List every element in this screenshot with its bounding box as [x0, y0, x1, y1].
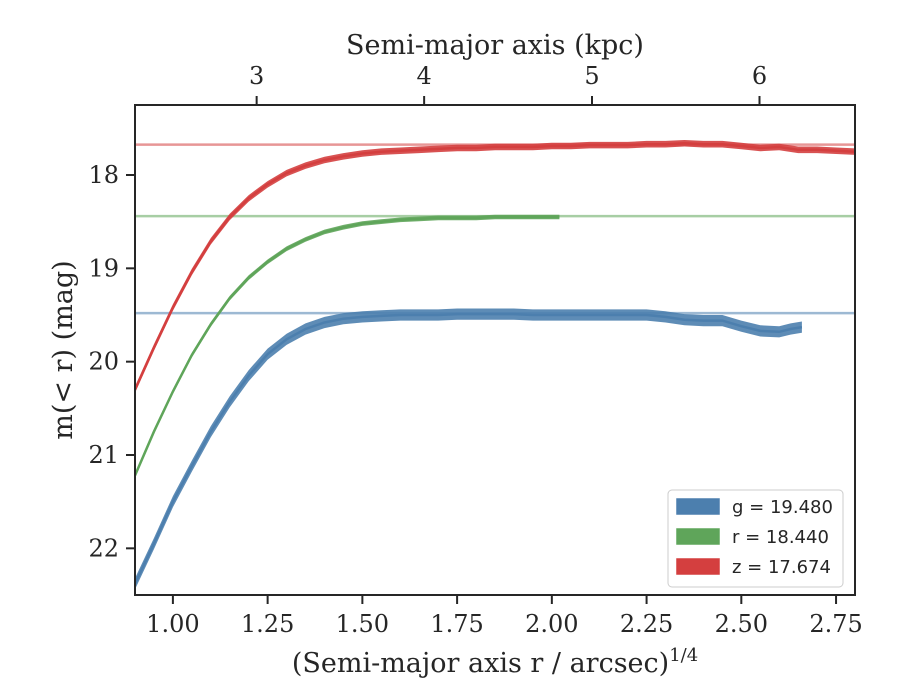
- series-g-line: [135, 312, 803, 585]
- x-tick-label: 2.50: [715, 610, 768, 638]
- x-tick-label: 2.25: [620, 610, 673, 638]
- legend-swatch-r: [676, 528, 720, 545]
- series-r: [135, 214, 855, 478]
- y-tick-label: 21: [88, 441, 119, 469]
- legend: g = 19.480 r = 18.440 z = 17.674: [667, 489, 844, 588]
- series-z-line: [135, 142, 855, 391]
- y-tick-label: 19: [88, 254, 119, 282]
- x-tick-label: 1.25: [241, 610, 294, 638]
- y-tick-label: 22: [88, 534, 119, 562]
- top-tick-label: 5: [584, 62, 599, 90]
- x-tick-label: 2.00: [525, 610, 578, 638]
- legend-label-z: z = 17.674: [732, 557, 831, 578]
- x-axis-title-top: Semi-major axis (kpc): [346, 30, 644, 61]
- x-axis-title-main: (Semi-major axis r / arcsec): [292, 648, 669, 679]
- series-g: [135, 308, 855, 590]
- top-tick-label: 3: [249, 62, 264, 90]
- y-axis-title: m(< r) (mag): [48, 260, 79, 439]
- x-axis-title-exponent: 1/4: [669, 645, 698, 666]
- series-r-line: [135, 215, 560, 476]
- top-tick-label: 4: [416, 62, 431, 90]
- top-tick-label: 6: [752, 62, 767, 90]
- y-tick-label: 18: [88, 161, 119, 189]
- series-z: [135, 140, 855, 393]
- legend-swatch-z: [676, 558, 720, 575]
- legend-swatch-g: [676, 498, 720, 515]
- series-layer: [135, 140, 855, 590]
- legend-label-g: g = 19.480: [732, 497, 833, 518]
- ticks-layer: 1.00 1.25 1.50 1.75 2.00 2.25 2.50 2.75 18 19 20 21…: [88, 62, 862, 638]
- x-axis-title-bottom: (Semi-major axis r / arcsec)1/4: [292, 645, 698, 679]
- x-tick-label: 1.00: [146, 610, 199, 638]
- y-tick-label: 20: [88, 348, 119, 376]
- x-tick-label: 1.50: [336, 610, 389, 638]
- x-tick-label: 2.75: [809, 610, 862, 638]
- series-z-band: [135, 140, 855, 393]
- plot-frame: [134, 104, 856, 596]
- legend-label-r: r = 18.440: [732, 527, 829, 548]
- x-tick-label: 1.75: [430, 610, 483, 638]
